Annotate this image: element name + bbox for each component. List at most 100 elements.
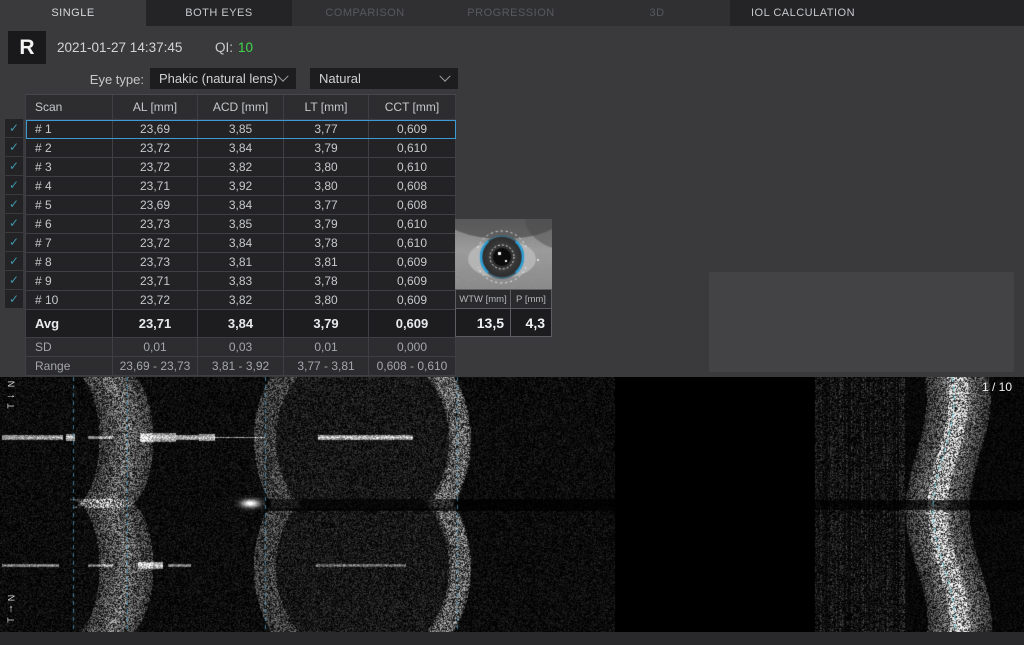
- oct-bscan-image[interactable]: [0, 377, 1024, 632]
- eye-type-select[interactable]: Phakic (natural lens): [150, 68, 296, 89]
- quality-index: QI: 10: [215, 40, 253, 55]
- table-cell: 3,78: [284, 234, 369, 253]
- nasal-label: N: [6, 594, 16, 602]
- table-cell: 3,77: [284, 196, 369, 215]
- chevron-down-icon: [277, 70, 289, 82]
- table-cell: # 1: [26, 120, 113, 139]
- eye-preview-image[interactable]: [455, 219, 552, 289]
- scan-checkbox[interactable]: ✓: [5, 214, 23, 233]
- temporal-label: T: [6, 617, 16, 623]
- bottom-strip: [0, 632, 1024, 645]
- table-cell: 0,609: [369, 253, 456, 272]
- tab-iol-calculation[interactable]: IOL CALCULATION: [730, 0, 876, 26]
- lens-status-select[interactable]: Natural: [310, 68, 458, 89]
- table-cell: 0,01: [113, 338, 198, 357]
- table-cell: 3,79: [284, 310, 369, 338]
- scan-checkbox[interactable]: ✓: [5, 233, 23, 252]
- avg-row: Avg 23,71 3,84 3,79 0,609: [26, 310, 456, 338]
- tabbar-filler: [876, 0, 1024, 26]
- table-cell: LT [mm]: [284, 95, 369, 120]
- table-cell: 3,85: [198, 120, 284, 139]
- tab-single[interactable]: SINGLE: [0, 0, 146, 26]
- scan-row[interactable]: # 4 23,71 3,92 3,80 0,608: [26, 177, 456, 196]
- table-cell: SD: [26, 338, 113, 357]
- eye-type-selected-value: Phakic (natural lens): [159, 71, 278, 86]
- oct-scan-viewer[interactable]: N → T N ↑ T 1 / 10: [0, 377, 1024, 632]
- direction-arrow-icon: ↑: [8, 603, 14, 615]
- table-cell: AL [mm]: [113, 95, 198, 120]
- scan-row[interactable]: # 5 23,69 3,84 3,77 0,608: [26, 196, 456, 215]
- scan-row[interactable]: # 1 23,69 3,85 3,77 0,609: [26, 120, 456, 139]
- scan-row[interactable]: # 8 23,73 3,81 3,81 0,609: [26, 253, 456, 272]
- scan-checkbox[interactable]: ✓: [5, 176, 23, 195]
- table-cell: 23,72: [113, 139, 198, 158]
- table-cell: 0,609: [369, 120, 456, 139]
- pupil-column-label: P [mm]: [511, 289, 552, 309]
- table-cell: 3,77: [284, 120, 369, 139]
- wtw-value: 13,5: [455, 309, 511, 337]
- table-cell: 3,81 - 3,92: [198, 357, 284, 376]
- scan-checkbox[interactable]: ✓: [5, 252, 23, 271]
- exam-datetime: 2021-01-27 14:37:45: [57, 40, 183, 55]
- table-cell: 3,81: [198, 253, 284, 272]
- qi-label: QI:: [215, 40, 234, 55]
- tab-comparison: COMPARISON: [292, 0, 438, 26]
- table-cell: 23,69: [113, 196, 198, 215]
- scan-row[interactable]: # 6 23,73 3,85 3,79 0,610: [26, 215, 456, 234]
- table-cell: 0,610: [369, 234, 456, 253]
- table-cell: Range: [26, 357, 113, 376]
- lens-status-selected-value: Natural: [319, 71, 361, 86]
- table-cell: 23,72: [113, 158, 198, 177]
- table-cell: 0,610: [369, 215, 456, 234]
- nasal-label: N: [6, 380, 16, 388]
- scan-checkbox[interactable]: ✓: [5, 119, 23, 138]
- table-cell: 3,80: [284, 291, 369, 310]
- table-cell: 0,000: [369, 338, 456, 357]
- table-cell: 23,69: [113, 120, 198, 139]
- table-cell: # 7: [26, 234, 113, 253]
- scan-row[interactable]: # 9 23,71 3,83 3,78 0,609: [26, 272, 456, 291]
- table-cell: 0,608: [369, 196, 456, 215]
- scan-row[interactable]: # 10 23,72 3,82 3,80 0,609: [26, 291, 456, 310]
- table-cell: 3,82: [198, 291, 284, 310]
- table-cell: 0,608 - 0,610: [369, 357, 456, 376]
- table-cell: 0,609: [369, 291, 456, 310]
- scan-checkbox[interactable]: ✓: [5, 271, 23, 290]
- chevron-down-icon: [439, 70, 451, 82]
- table-cell: 3,81: [284, 253, 369, 272]
- table-cell: 0,01: [284, 338, 369, 357]
- range-row: Range 23,69 - 23,73 3,81 - 3,92 3,77 - 3,81…: [26, 357, 456, 376]
- table-cell: 0,609: [369, 272, 456, 291]
- scan-checkbox[interactable]: ✓: [5, 157, 23, 176]
- tab-both-eyes[interactable]: BOTH EYES: [146, 0, 292, 26]
- scan-checkbox[interactable]: ✓: [5, 138, 23, 157]
- table-cell: # 2: [26, 139, 113, 158]
- wtw-panel: WTW [mm] P [mm] 13,5 4,3: [455, 289, 552, 337]
- table-cell: 3,84: [198, 196, 284, 215]
- scan-checkbox-column: ✓ ✓ ✓ ✓ ✓ ✓ ✓ ✓ ✓ ✓: [5, 119, 23, 309]
- eye-side-badge: R: [8, 31, 46, 64]
- tab-bar: SINGLE BOTH EYES COMPARISON PROGRESSION 3D IO…: [0, 0, 1024, 26]
- eye-type-label: Eye type:: [89, 72, 144, 87]
- table-cell: 23,71: [113, 177, 198, 196]
- table-header-row: Scan AL [mm] ACD [mm] LT [mm] CCT [mm]: [26, 95, 456, 120]
- table-cell: 3,82: [198, 158, 284, 177]
- scan-row[interactable]: # 7 23,72 3,84 3,78 0,610: [26, 234, 456, 253]
- scan-checkbox[interactable]: ✓: [5, 195, 23, 214]
- table-cell: 0,610: [369, 139, 456, 158]
- tab-3d: 3D: [584, 0, 730, 26]
- table-cell: CCT [mm]: [369, 95, 456, 120]
- table-cell: Avg: [26, 310, 113, 338]
- scan-checkbox[interactable]: ✓: [5, 290, 23, 309]
- wtw-column-label: WTW [mm]: [455, 289, 511, 309]
- scan-row[interactable]: # 2 23,72 3,84 3,79 0,610: [26, 139, 456, 158]
- scan-row[interactable]: # 3 23,72 3,82 3,80 0,610: [26, 158, 456, 177]
- table-cell: 23,71: [113, 310, 198, 338]
- sd-row: SD 0,01 0,03 0,01 0,000: [26, 338, 456, 357]
- table-cell: # 4: [26, 177, 113, 196]
- table-cell: 3,83: [198, 272, 284, 291]
- table-cell: 0,03: [198, 338, 284, 357]
- table-cell: # 9: [26, 272, 113, 291]
- table-cell: 3,77 - 3,81: [284, 357, 369, 376]
